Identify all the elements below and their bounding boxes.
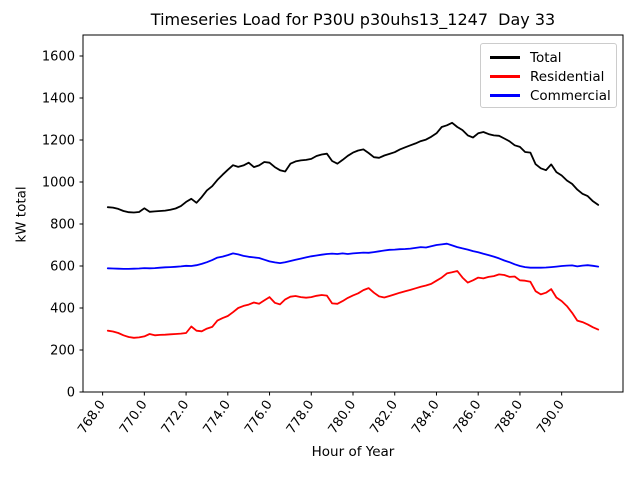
- legend-item-commercial: Commercial: [490, 86, 611, 105]
- x-tick-label: 786.0: [451, 398, 485, 437]
- x-tick-label: 780.0: [326, 398, 360, 437]
- chart-title: Timeseries Load for P30U p30uhs13_1247 D…: [150, 10, 556, 29]
- legend-line-icon-residential: [490, 75, 520, 78]
- y-tick-label: 1200: [42, 134, 75, 149]
- series-line-commercial: [106, 242, 600, 270]
- x-tick-label: 774.0: [200, 398, 234, 437]
- legend-item-total: Total: [490, 48, 607, 67]
- y-tick-label: 800: [50, 218, 75, 233]
- legend-line-icon-total: [490, 56, 520, 59]
- x-tick-label: 772.0: [159, 398, 193, 437]
- x-tick-label: 768.0: [75, 398, 109, 437]
- legend-label: Residential: [530, 68, 605, 85]
- x-tick-label: 778.0: [284, 398, 318, 437]
- series-line-total: [106, 121, 600, 214]
- legend-line-icon-commercial: [490, 94, 520, 97]
- x-tick-label: 788.0: [493, 398, 527, 437]
- x-tick-label: 782.0: [367, 398, 401, 437]
- legend: Total Residential Commercial: [480, 43, 617, 108]
- plot-frame: [82, 34, 624, 393]
- x-tick-label: 784.0: [409, 398, 443, 437]
- series-line-residential: [106, 270, 600, 339]
- y-tick-label: 200: [50, 344, 75, 359]
- x-tick-label: 770.0: [117, 398, 151, 437]
- y-tick-label: 400: [50, 302, 75, 317]
- y-tick-label: 1400: [42, 92, 75, 107]
- legend-label: Commercial: [530, 87, 611, 104]
- y-tick-label: 600: [50, 260, 75, 275]
- y-tick-label: 0: [67, 386, 75, 401]
- legend-label: Total: [530, 49, 562, 66]
- x-tick-label: 776.0: [242, 398, 276, 437]
- x-axis-label: Hour of Year: [311, 444, 395, 460]
- y-tick-label: 1600: [42, 50, 75, 65]
- legend-item-residential: Residential: [490, 67, 607, 86]
- y-axis-label: kW total: [13, 186, 30, 243]
- y-tick-label: 1000: [42, 176, 75, 191]
- x-tick-label: 790.0: [534, 398, 568, 437]
